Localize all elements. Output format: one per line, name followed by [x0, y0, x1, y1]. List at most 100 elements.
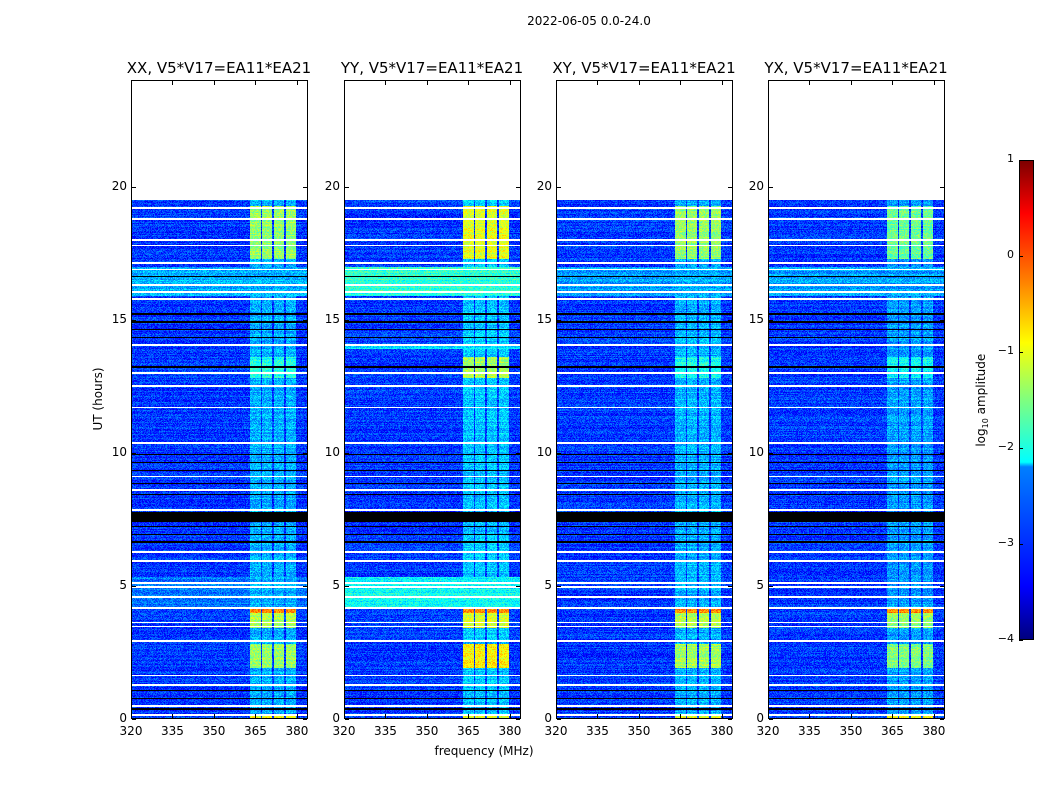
x-tick: [638, 714, 640, 718]
x-tick: [680, 714, 682, 718]
y-tick: [345, 186, 349, 188]
x-tick: [809, 81, 811, 85]
x-tick-label: 365: [881, 724, 904, 738]
panel-title: XY, V5*V17=EA11*EA21: [552, 59, 736, 77]
panel-title: XX, V5*V17=EA11*EA21: [126, 59, 312, 77]
y-tick: [557, 452, 561, 454]
x-tick: [344, 714, 345, 718]
x-tick-label: 335: [798, 724, 821, 738]
y-tick: [132, 452, 136, 454]
y-tick: [516, 585, 520, 587]
y-tick: [940, 319, 944, 321]
colorbar-tick: [1019, 256, 1023, 257]
x-tick-label: 380: [710, 724, 734, 738]
x-tick: [680, 81, 682, 85]
x-tick: [809, 714, 811, 718]
y-tick: [303, 452, 307, 454]
colorbar-label-sub: 10: [981, 418, 991, 429]
x-tick-label: 350: [415, 724, 439, 738]
x-tick: [213, 714, 215, 718]
x-tick: [255, 81, 257, 85]
x-tick: [933, 81, 935, 85]
x-tick-label: 350: [839, 724, 863, 738]
x-tick: [556, 81, 557, 85]
y-tick: [557, 186, 561, 188]
x-tick: [556, 714, 557, 718]
x-tick-label: 335: [161, 724, 184, 738]
y-tick-label: 20: [324, 178, 340, 193]
y-tick-label: 15: [324, 311, 340, 326]
colorbar-tick: [1019, 352, 1023, 353]
heatmap-image: [345, 81, 520, 718]
x-tick: [768, 714, 769, 718]
y-tick: [132, 585, 136, 587]
y-tick: [132, 719, 136, 720]
panel-axes-yx: [768, 80, 945, 719]
x-tick-label: 380: [498, 724, 522, 738]
y-tick: [516, 319, 520, 321]
y-tick-label: 15: [111, 311, 127, 326]
y-tick: [940, 585, 944, 587]
y-tick: [728, 719, 732, 720]
y-tick: [345, 452, 349, 454]
x-tick: [933, 714, 935, 718]
x-tick: [468, 714, 470, 718]
y-tick-label: 15: [536, 311, 552, 326]
x-tick: [172, 714, 174, 718]
x-tick: [597, 714, 599, 718]
y-tick-label: 0: [544, 711, 552, 725]
panel-axes-xy: [556, 80, 733, 719]
x-tick: [213, 81, 215, 85]
x-tick-label: 320: [544, 724, 568, 738]
y-tick: [940, 186, 944, 188]
x-tick-label: 365: [457, 724, 480, 738]
x-tick: [344, 81, 345, 85]
y-tick: [557, 719, 561, 720]
heatmap-image: [132, 81, 307, 718]
x-tick: [172, 81, 174, 85]
colorbar-tick: [1019, 160, 1023, 161]
panel-title: YX, V5*V17=EA11*EA21: [764, 59, 948, 77]
x-tick: [721, 714, 723, 718]
colorbar-tick-label: 1: [1007, 152, 1014, 165]
colorbar-tick-label: −1: [997, 344, 1014, 357]
x-tick-label: 350: [627, 724, 651, 738]
x-tick: [509, 81, 511, 85]
y-tick-label: 10: [748, 444, 764, 459]
x-tick: [850, 81, 852, 85]
y-tick: [940, 719, 944, 720]
y-tick: [345, 719, 349, 720]
y-tick-label: 5: [756, 577, 764, 592]
colorbar-tick: [1019, 640, 1023, 641]
y-tick: [516, 186, 520, 188]
colorbar-tick-label: −3: [997, 536, 1014, 549]
x-axis-label: frequency (MHz): [434, 744, 534, 758]
x-tick: [468, 81, 470, 85]
y-tick-label: 10: [324, 444, 340, 459]
x-tick-label: 350: [202, 724, 226, 738]
x-tick: [721, 81, 723, 85]
y-tick: [769, 452, 773, 454]
heatmap-image: [769, 81, 944, 718]
y-tick: [728, 186, 732, 188]
colorbar-tick-label: −2: [997, 440, 1014, 453]
y-tick: [303, 319, 307, 321]
y-tick: [728, 319, 732, 321]
x-tick-label: 335: [586, 724, 609, 738]
x-tick-label: 320: [119, 724, 143, 738]
x-tick: [131, 81, 132, 85]
x-tick: [426, 714, 428, 718]
y-tick: [303, 719, 307, 720]
x-tick: [296, 81, 298, 85]
y-tick: [769, 319, 773, 321]
x-tick: [850, 714, 852, 718]
y-tick: [769, 719, 773, 720]
x-tick-label: 365: [244, 724, 267, 738]
colorbar-tick: [1019, 544, 1023, 545]
x-tick: [638, 81, 640, 85]
x-tick: [426, 81, 428, 85]
y-tick: [132, 319, 136, 321]
x-tick-label: 335: [374, 724, 397, 738]
y-tick: [345, 319, 349, 321]
y-tick: [557, 585, 561, 587]
